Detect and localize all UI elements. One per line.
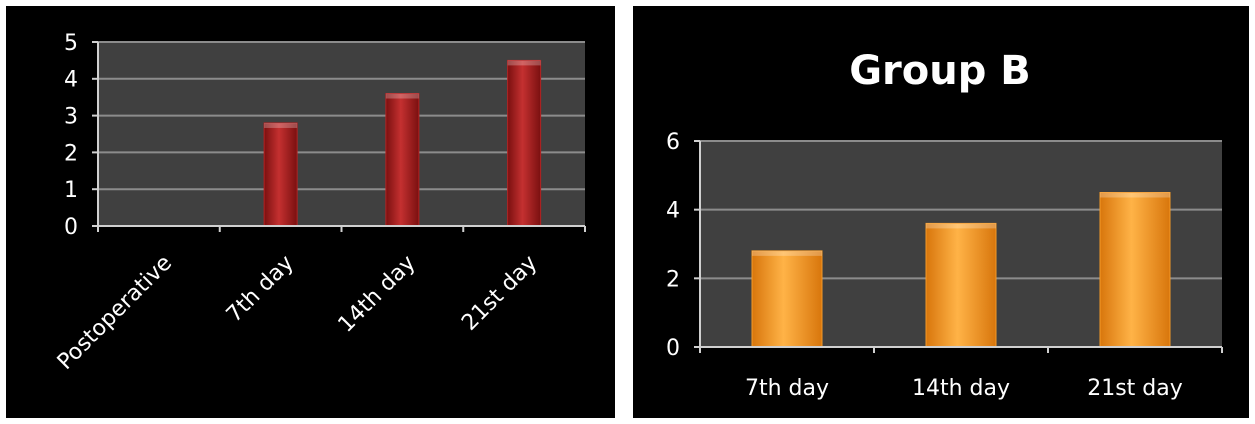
chart-left-svg: 0 1 2 3 4 5 Postoperative 7th day 14th day 21st … bbox=[53, 31, 586, 375]
bar-highlight bbox=[507, 60, 541, 66]
chart-left-panel: 0 1 2 3 4 5 Postoperative 7th day 14th day 21st … bbox=[6, 6, 615, 418]
y-tick-label: 4 bbox=[666, 199, 680, 224]
chart-right-svg: Group B 0 2 4 6 7th day 14th day 21st day bbox=[666, 48, 1223, 401]
y-tick-label: 0 bbox=[666, 336, 680, 361]
x-category-label: 14th day bbox=[912, 376, 1010, 401]
y-tick-label: 5 bbox=[64, 31, 78, 56]
y-tick-label: 2 bbox=[64, 141, 78, 166]
chart-right-panel: Group B 0 2 4 6 7th day 14th day 21st day bbox=[633, 6, 1249, 418]
x-category-label: 7th day bbox=[745, 376, 829, 401]
x-category-label: 7th day bbox=[222, 251, 299, 328]
bar-highlight bbox=[385, 93, 419, 99]
bar-highlight bbox=[264, 122, 298, 128]
bar bbox=[925, 222, 997, 348]
plot-area bbox=[98, 42, 585, 226]
bar bbox=[1099, 192, 1171, 348]
y-tick-label: 3 bbox=[64, 105, 78, 130]
y-tick-label: 0 bbox=[64, 215, 78, 240]
x-category-label: 21st day bbox=[1087, 376, 1183, 401]
bar bbox=[385, 93, 420, 227]
y-tick-label: 4 bbox=[64, 68, 78, 93]
bar-highlight bbox=[752, 250, 822, 256]
y-tick-label: 1 bbox=[64, 178, 78, 203]
bar bbox=[263, 122, 298, 227]
y-tick-label: 2 bbox=[666, 267, 680, 292]
bar-highlight bbox=[926, 223, 996, 229]
bar bbox=[751, 250, 823, 348]
x-category-label: 14th day bbox=[334, 251, 421, 338]
chart-title: Group B bbox=[849, 48, 1031, 94]
y-tick-label: 6 bbox=[666, 130, 680, 155]
bar bbox=[507, 59, 542, 227]
x-category-label: Postoperative bbox=[53, 251, 177, 375]
x-category-label: 21st day bbox=[457, 251, 542, 336]
bar-highlight bbox=[1100, 192, 1170, 198]
